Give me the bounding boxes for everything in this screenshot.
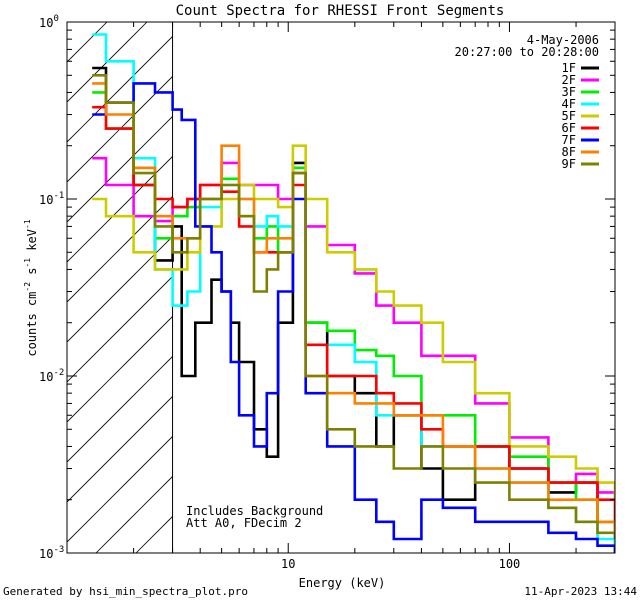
legend-label-9f: 9F (562, 157, 576, 171)
hatch-line (67, 155, 173, 263)
y-label-part: counts cm (25, 292, 39, 357)
series-line-9f (92, 74, 615, 539)
y-tick-base: 10 (39, 370, 53, 384)
y-tick-exponent: 0 (53, 14, 58, 24)
chart-title: Count Spectra for RHESSI Front Segments (176, 3, 505, 19)
excluded-energy-hatch (67, 22, 173, 553)
hatch-line (67, 275, 173, 383)
hatch-line (67, 22, 108, 63)
y-tick-base: 10 (39, 193, 53, 207)
series-line-7f (92, 82, 615, 553)
hatch-line (67, 235, 173, 343)
y-tick-label: 10-2 (39, 368, 64, 384)
x-tick-label: 100 (499, 557, 521, 571)
y-label-part: keV (25, 229, 39, 258)
y-label-part: s (25, 268, 39, 282)
hatch-line (67, 195, 173, 303)
legend-label-1f: 1F (562, 61, 576, 75)
legend-label-7f: 7F (562, 133, 576, 147)
hatch-line (67, 22, 68, 23)
y-tick-base: 10 (39, 547, 53, 561)
y-label-exp: -2 (23, 282, 32, 292)
legend-label-3f: 3F (562, 85, 576, 99)
legend-label-6f: 6F (562, 121, 576, 135)
time-range-label: 20:27:00 to 20:28:00 (455, 45, 600, 59)
y-tick-label: 10-1 (39, 191, 64, 207)
y-tick-label: 10-3 (39, 545, 64, 561)
y-label-exp: -1 (23, 219, 32, 229)
y-tick-exponent: -2 (53, 368, 64, 378)
hatch-line (67, 75, 173, 183)
hatch-line (67, 315, 173, 423)
y-label-exp: -1 (23, 258, 32, 268)
legend-label-4f: 4F (562, 97, 576, 111)
hatch-lines (67, 22, 173, 553)
generated-by-label: Generated by hsi_min_spectra_plot.pro (3, 585, 248, 598)
annotation-attenuator: Att A0, FDecim 2 (186, 516, 302, 530)
legend-label-5f: 5F (562, 109, 576, 123)
hatch-line (67, 435, 173, 543)
hatch-line (67, 395, 173, 503)
y-tick-exponent: -3 (53, 545, 64, 555)
series-group (92, 33, 615, 553)
hatch-line (67, 35, 173, 143)
axis-ticks (66, 21, 616, 554)
y-axis-label: counts cm-2 s-1 keV-1 (23, 219, 39, 356)
y-tick-label: 100 (39, 14, 59, 30)
x-axis-label: Energy (keV) (299, 576, 386, 590)
x-tick-label: 10 (281, 557, 295, 571)
series-line-6f (92, 105, 615, 522)
annotation-background: Includes Background (186, 504, 323, 518)
plot-frame (66, 21, 616, 554)
y-tick-base: 10 (39, 16, 53, 30)
date-label: 4-May-2006 (527, 33, 599, 47)
y-tick-exponent: -1 (53, 191, 64, 201)
legend-label-2f: 2F (562, 73, 576, 87)
legend-label-8f: 8F (562, 145, 576, 159)
timestamp-label: 11-Apr-2023 13:44 (524, 585, 637, 598)
